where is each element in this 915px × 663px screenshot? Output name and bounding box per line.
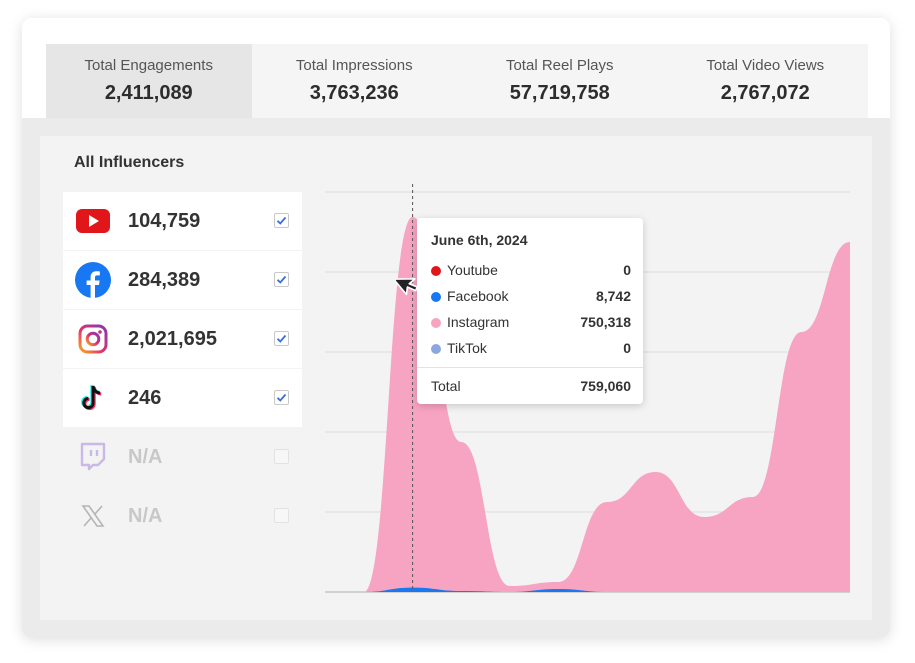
platform-count: N/A	[128, 505, 163, 527]
tab-label: Total Impressions	[295, 57, 413, 74]
mouse-pointer-icon	[396, 278, 419, 296]
platform-row-youtube: 104,759	[63, 192, 302, 250]
tooltip-total-value: 759,060	[580, 378, 631, 394]
area-series-instagram	[364, 216, 850, 592]
instagram-icon	[75, 321, 111, 357]
tooltip-series-value: 0	[623, 340, 631, 356]
platform-checkbox[interactable]	[274, 508, 289, 523]
tab-total-reel-plays[interactable]: Total Reel Plays 57,719,758	[457, 44, 663, 118]
tooltip-row-youtube: Youtube 0	[431, 262, 631, 280]
tab-label: Total Engagements	[84, 57, 213, 74]
facebook-icon	[75, 262, 111, 298]
checkmark-icon	[276, 275, 287, 284]
platform-count: 2,021,695	[128, 328, 217, 350]
panel-title: All Influencers	[74, 154, 185, 171]
tooltip-series-name: TikTok	[447, 340, 487, 356]
platform-count: 246	[128, 387, 162, 409]
tab-value: 2,411,089	[104, 82, 193, 104]
platform-row-facebook: 284,389	[63, 251, 302, 309]
metric-tabs: Total Engagements 2,411,089 Total Impres…	[46, 44, 868, 118]
platform-checkbox[interactable]	[274, 331, 289, 346]
tooltip-series-name: Youtube	[447, 262, 498, 278]
engagement-area-chart[interactable]	[320, 184, 860, 604]
platform-row-instagram: 2,021,695	[63, 310, 302, 368]
tab-value: 2,767,072	[720, 82, 810, 104]
platform-checkbox[interactable]	[274, 449, 289, 464]
platform-list: 104,759 284,389	[63, 192, 302, 546]
legend-dot	[431, 266, 441, 276]
tooltip-row-instagram: Instagram 750,318	[431, 314, 631, 332]
platform-checkbox[interactable]	[274, 390, 289, 405]
tiktok-icon	[75, 380, 111, 416]
tooltip-date: June 6th, 2024	[431, 232, 528, 248]
platform-count: 284,389	[128, 269, 201, 291]
tooltip-total-label: Total	[431, 378, 461, 394]
tab-label: Total Video Views	[706, 57, 825, 74]
tab-total-impressions[interactable]: Total Impressions 3,763,236	[252, 44, 458, 118]
tooltip-series-value: 750,318	[580, 314, 631, 330]
legend-dot	[431, 318, 441, 328]
checkmark-icon	[276, 393, 287, 402]
youtube-icon	[75, 203, 111, 239]
tooltip-series-name: Facebook	[447, 288, 509, 304]
platform-row-twitch: N/A	[63, 428, 302, 486]
tooltip-series-name: Instagram	[447, 314, 510, 330]
checkmark-icon	[276, 216, 287, 225]
platform-checkbox[interactable]	[274, 272, 289, 287]
platform-count: N/A	[128, 446, 163, 468]
x-icon	[75, 498, 111, 534]
tab-value: 3,763,236	[309, 82, 399, 104]
legend-dot	[431, 344, 441, 354]
influencers-panel: All Influencers 104,759 284,389	[40, 136, 872, 620]
twitch-icon	[75, 439, 111, 475]
platform-checkbox[interactable]	[274, 213, 289, 228]
tab-label: Total Reel Plays	[505, 57, 614, 74]
checkmark-icon	[276, 334, 287, 343]
tooltip-divider	[417, 367, 643, 368]
tab-total-engagements[interactable]: Total Engagements 2,411,089	[46, 44, 252, 118]
dashboard-card: Total Engagements 2,411,089 Total Impres…	[22, 18, 890, 638]
tooltip-series-value: 0	[623, 262, 631, 278]
platform-count: 104,759	[128, 210, 201, 232]
chart-tooltip: June 6th, 2024 Youtube 0 Facebook 8,742 …	[417, 218, 643, 404]
tooltip-series-value: 8,742	[595, 288, 631, 304]
tooltip-row-facebook: Facebook 8,742	[431, 288, 631, 306]
platform-row-tiktok: 246	[63, 369, 302, 427]
legend-dot	[431, 292, 441, 302]
tab-value: 57,719,758	[509, 82, 610, 104]
platform-row-x: N/A	[63, 487, 302, 545]
tab-total-video-views[interactable]: Total Video Views 2,767,072	[663, 44, 869, 118]
tooltip-row-tiktok: TikTok 0	[431, 340, 631, 358]
